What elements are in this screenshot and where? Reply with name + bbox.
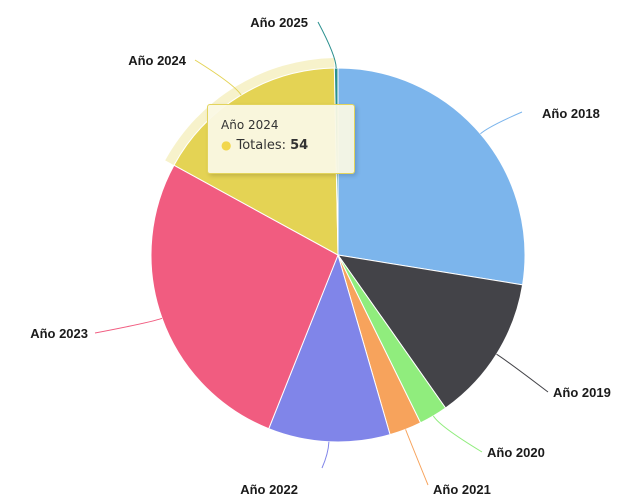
data-label-a-o-2021: Año 2021 <box>433 482 491 497</box>
connector-a-o-2021 <box>405 429 429 486</box>
data-label-a-o-2022: Año 2022 <box>240 482 298 497</box>
connector-a-o-2025 <box>317 21 337 69</box>
connector-a-o-2023 <box>94 317 163 334</box>
connector-a-o-2022 <box>321 441 330 469</box>
connector-a-o-2018 <box>480 111 523 135</box>
slice-labels: Año 2018 Año 2019 Año 2020 Año 2021 Año 2022… <box>30 15 611 497</box>
slice-a-o-2019[interactable] <box>336 254 524 409</box>
tooltip-marker-icon: ● <box>221 138 232 152</box>
connector-a-o-2020 <box>432 415 483 453</box>
data-label-a-o-2018: Año 2018 <box>542 106 600 121</box>
tooltip-value: 54 <box>290 138 309 153</box>
connector-a-o-2024 <box>194 59 242 96</box>
data-label-a-o-2023: Año 2023 <box>30 326 88 341</box>
connector-a-o-2019 <box>496 353 549 393</box>
tooltip-label: Totales: <box>236 138 291 153</box>
tooltip-row: ● Totales: 54 <box>221 138 354 153</box>
tooltip-title: Año 2024 <box>221 118 279 132</box>
data-label-a-o-2020: Año 2020 <box>487 445 545 460</box>
data-label-a-o-2025: Año 2025 <box>250 15 308 30</box>
label-connectors <box>94 21 549 486</box>
slice-a-o-2022[interactable] <box>268 253 391 443</box>
tooltip: Año 2024 ● Totales: 54 <box>207 104 355 174</box>
data-label-a-o-2024: Año 2024 <box>128 53 187 68</box>
slice-a-o-2018[interactable] <box>337 67 526 286</box>
data-label-a-o-2019: Año 2019 <box>553 385 611 400</box>
